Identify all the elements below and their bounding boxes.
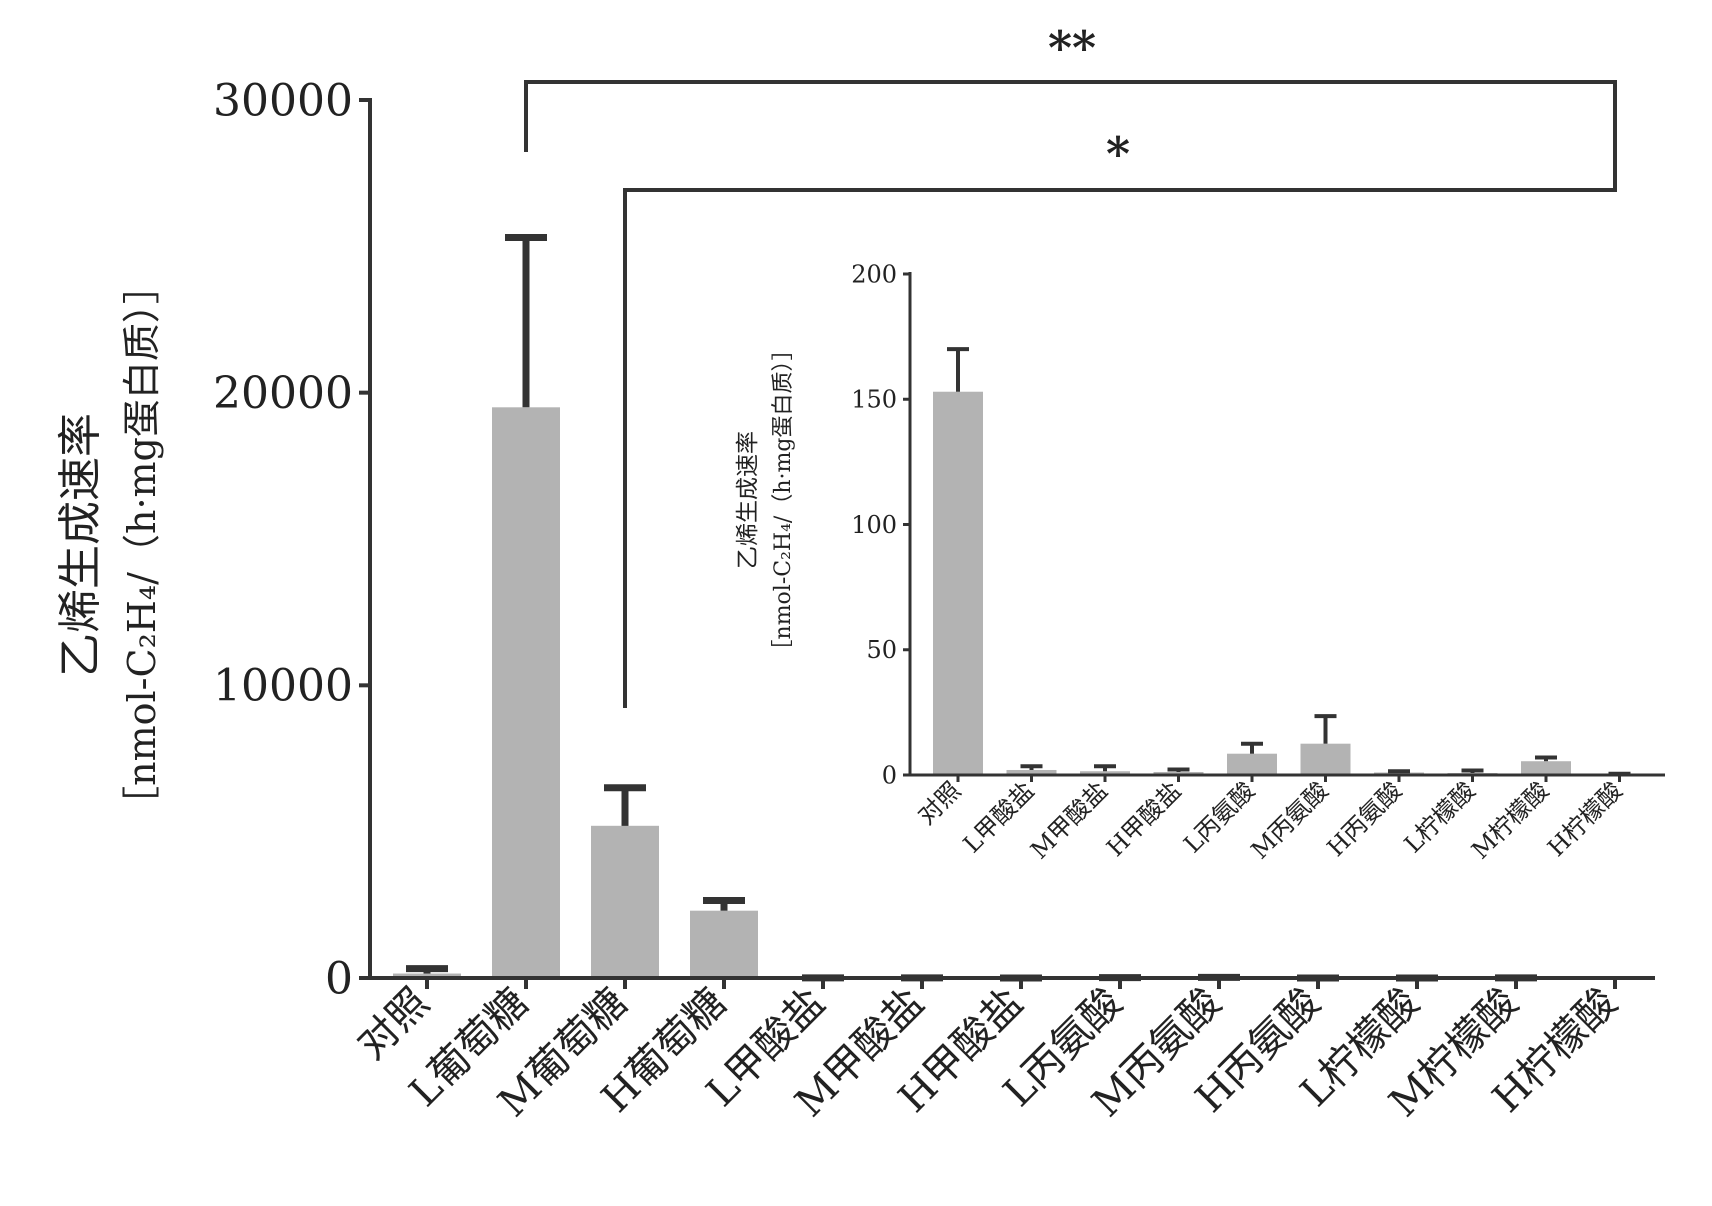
bar xyxy=(492,407,560,978)
main-chart: 0100002000030000对照L葡萄糖M葡萄糖H葡萄糖L甲酸盐M甲酸盐H甲… xyxy=(55,21,1655,1126)
bar xyxy=(1006,769,1057,775)
bar xyxy=(1521,761,1571,775)
y-tick-label: 50 xyxy=(866,636,897,664)
bar xyxy=(591,825,659,978)
significance-bracket xyxy=(623,152,1617,708)
bar xyxy=(393,973,461,978)
y-axis-unit: ［nmol-C₂H₄/（h·mg蛋白质）］ xyxy=(771,339,796,662)
significance-label: ** xyxy=(1048,21,1096,75)
bar xyxy=(690,910,758,978)
bar xyxy=(1300,743,1351,775)
x-tick-label: M甲酸盐 xyxy=(1025,776,1113,864)
y-tick-label: 30000 xyxy=(213,75,353,126)
significance-bracket xyxy=(524,80,1617,152)
inset-chart: 050100150200对照L甲酸盐M甲酸盐H甲酸盐L丙氨酸M丙氨酸H丙氨酸L柠… xyxy=(735,260,1665,865)
x-tick-label: H甲酸盐 xyxy=(1101,776,1187,862)
bar xyxy=(933,391,983,775)
y-tick-label: 0 xyxy=(882,761,897,789)
bar xyxy=(1080,771,1130,775)
y-tick-label: 20000 xyxy=(213,368,353,419)
y-tick-label: 200 xyxy=(851,260,897,288)
y-tick-label: 0 xyxy=(325,953,353,1004)
bar xyxy=(1153,771,1204,775)
x-tick-label: H丙氨酸 xyxy=(1322,776,1408,862)
y-axis-title: 乙烯生成速率 xyxy=(735,431,761,569)
x-tick-label: M柠檬酸 xyxy=(1466,776,1554,864)
y-tick-label: 100 xyxy=(851,511,897,539)
x-tick-label: 对照 xyxy=(349,980,438,1069)
bar xyxy=(1227,753,1277,775)
x-tick-label: 对照 xyxy=(913,776,967,830)
x-tick-label: H柠檬酸 xyxy=(1542,776,1628,862)
x-tick-label: M丙氨酸 xyxy=(1246,776,1334,864)
significance-label: * xyxy=(1106,127,1130,181)
y-axis-unit: ［nmol-C₂H₄/（h·mg蛋白质）］ xyxy=(120,266,164,824)
y-tick-label: 10000 xyxy=(213,661,353,712)
y-tick-label: 150 xyxy=(851,386,897,414)
y-axis-title: 乙烯生成速率 xyxy=(55,413,106,677)
